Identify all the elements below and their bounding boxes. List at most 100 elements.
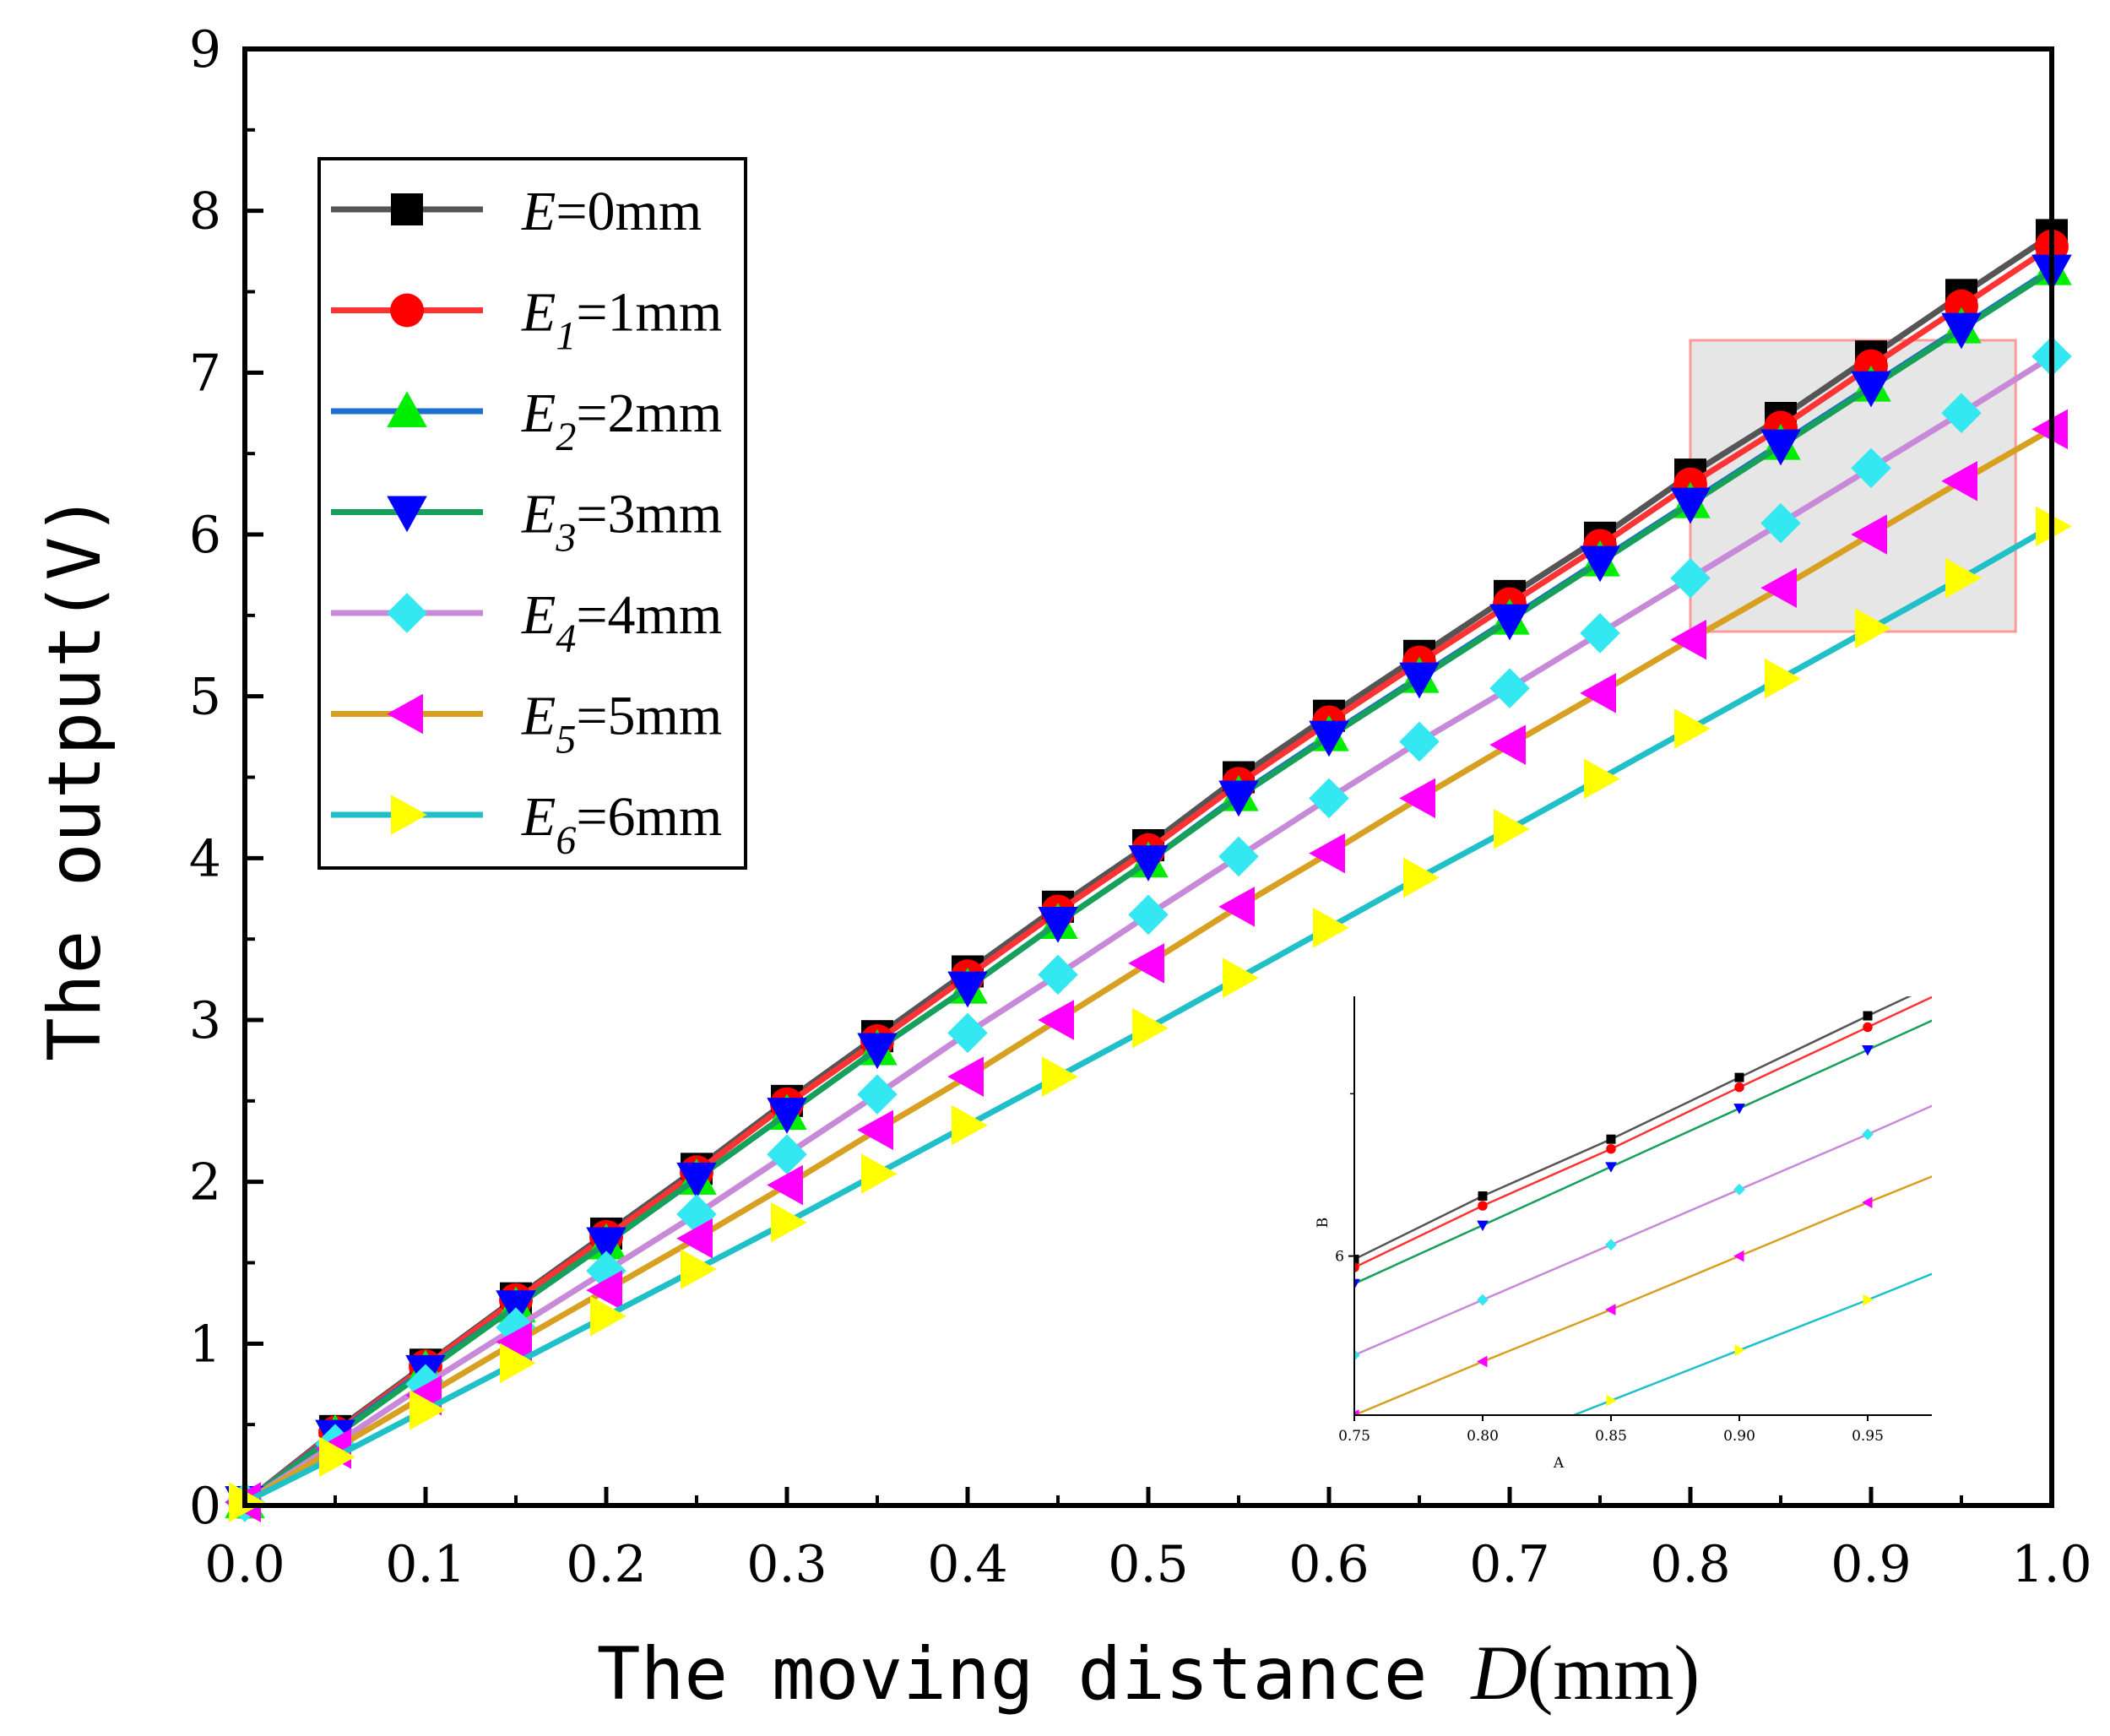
data-point (1489, 724, 1526, 765)
data-point (319, 1436, 355, 1478)
legend-label-sub: 1 (556, 314, 576, 359)
data-point (1313, 908, 1349, 948)
data-point (947, 1056, 984, 1097)
inset-y-title: B (1315, 1218, 1332, 1229)
data-point (1851, 371, 1891, 408)
data-point (1399, 778, 1435, 819)
inset-x-tick-label: 0.80 (1467, 1428, 1499, 1445)
data-point (1038, 954, 1078, 995)
y-tick-label: 0 (189, 1477, 221, 1536)
data-point (1851, 448, 1891, 489)
y-tick-label: 4 (189, 829, 221, 888)
inset-data-point (1863, 1294, 1874, 1306)
inset-data-point (1863, 1011, 1873, 1021)
inset-data-point (1354, 1262, 1359, 1272)
data-point (676, 1218, 713, 1259)
data-point (952, 1104, 988, 1146)
legend-entry-6: E6=6mm (331, 786, 722, 863)
inset-data-point (1477, 1220, 1489, 1231)
x-tick-label: 0.5 (1108, 1535, 1188, 1594)
x-tick-label: 0.3 (746, 1535, 827, 1594)
data-point (1580, 613, 1620, 654)
data-point (1945, 558, 1982, 599)
data-point (1399, 721, 1440, 762)
data-point (1580, 673, 1616, 713)
data-point (590, 1296, 626, 1337)
inset-data-point (1478, 1201, 1488, 1211)
legend-label-rest: =0mm (556, 181, 702, 242)
legend-entry-3: E3=3mm (331, 484, 722, 561)
inset-x-tick-label: 0.85 (1595, 1428, 1627, 1445)
x-axis-title-prefix: The moving distance (597, 1632, 1472, 1717)
legend-label: E5=5mm (521, 686, 722, 762)
data-point (1489, 604, 1530, 641)
series-6 (229, 506, 2072, 1522)
inset-data-point (1862, 1128, 1874, 1141)
inset-data-point (1606, 1134, 1616, 1144)
x-tick-label: 1.0 (2011, 1535, 2091, 1594)
y-axis-title: The output(V) (33, 493, 117, 1061)
data-point (1765, 658, 1801, 699)
data-point (1670, 619, 1706, 660)
data-point (947, 971, 988, 1008)
legend-label-var: E (521, 484, 556, 545)
data-point (1670, 487, 1711, 524)
data-point (857, 1074, 898, 1115)
inset-data-point (1862, 1044, 1874, 1056)
data-point (1128, 943, 1164, 984)
inset-data-point (1477, 1355, 1488, 1368)
inset-y-tick-label: 6 (1335, 1249, 1344, 1266)
inset-data-point (1354, 1278, 1360, 1290)
data-point (676, 1162, 717, 1199)
data-point (1941, 393, 1982, 433)
inset-x-title: A (1553, 1455, 1565, 1472)
data-point (1580, 545, 1620, 583)
legend-label: E4=4mm (521, 584, 722, 661)
inset-x-tick-label: 0.95 (1852, 1428, 1884, 1445)
data-point (1855, 608, 1891, 648)
legend-marker (390, 293, 424, 328)
legend-label-rest: =6mm (576, 786, 722, 848)
x-tick-label: 0.6 (1288, 1535, 1369, 1594)
x-tick-label: 0.7 (1469, 1535, 1549, 1594)
x-tick-label: 0.0 (204, 1535, 285, 1594)
legend-entry-0: E=0mm (331, 181, 702, 242)
y-tick-label: 5 (189, 668, 221, 727)
data-point (767, 1164, 803, 1206)
y-tick-label: 7 (189, 344, 221, 403)
inset-data-point (1734, 1072, 1744, 1082)
legend-label: E2=2mm (521, 382, 722, 459)
legend-label-var: E (521, 282, 556, 344)
legend-label-rest: =5mm (576, 686, 722, 747)
data-point (1489, 668, 1530, 708)
data-point (947, 1012, 988, 1054)
x-tick-label: 0.8 (1650, 1535, 1730, 1594)
x-axis-title: The moving distance D(mm) (597, 1630, 1700, 1717)
legend-label: E3=3mm (521, 484, 722, 561)
legend-marker (387, 693, 423, 735)
x-tick-label: 0.4 (927, 1535, 1007, 1594)
data-point (1760, 502, 1801, 544)
legend-entry-4: E4=4mm (331, 584, 722, 661)
legend-label-rest: =3mm (576, 484, 722, 545)
y-tick-label: 2 (189, 1153, 221, 1212)
data-point (1851, 514, 1887, 555)
data-point (1584, 758, 1620, 800)
series-layer (225, 219, 2072, 1522)
legend-label-rest: =4mm (576, 584, 722, 646)
data-point (1132, 1007, 1169, 1049)
legend-marker (391, 193, 423, 225)
x-axis-title-suffix: (mm) (1527, 1630, 1700, 1716)
legend-label-var: E (521, 382, 556, 444)
data-point (1403, 857, 1440, 898)
inset-series-layer (1354, 996, 1932, 1415)
y-tick-label: 3 (189, 991, 221, 1050)
data-point (1941, 312, 1982, 350)
legend-label-sub: 2 (556, 415, 576, 459)
data-point (767, 1134, 807, 1175)
legend-label-var: E (521, 686, 556, 747)
legend-label: E=0mm (521, 181, 702, 242)
inset-data-point (1733, 1250, 1744, 1262)
